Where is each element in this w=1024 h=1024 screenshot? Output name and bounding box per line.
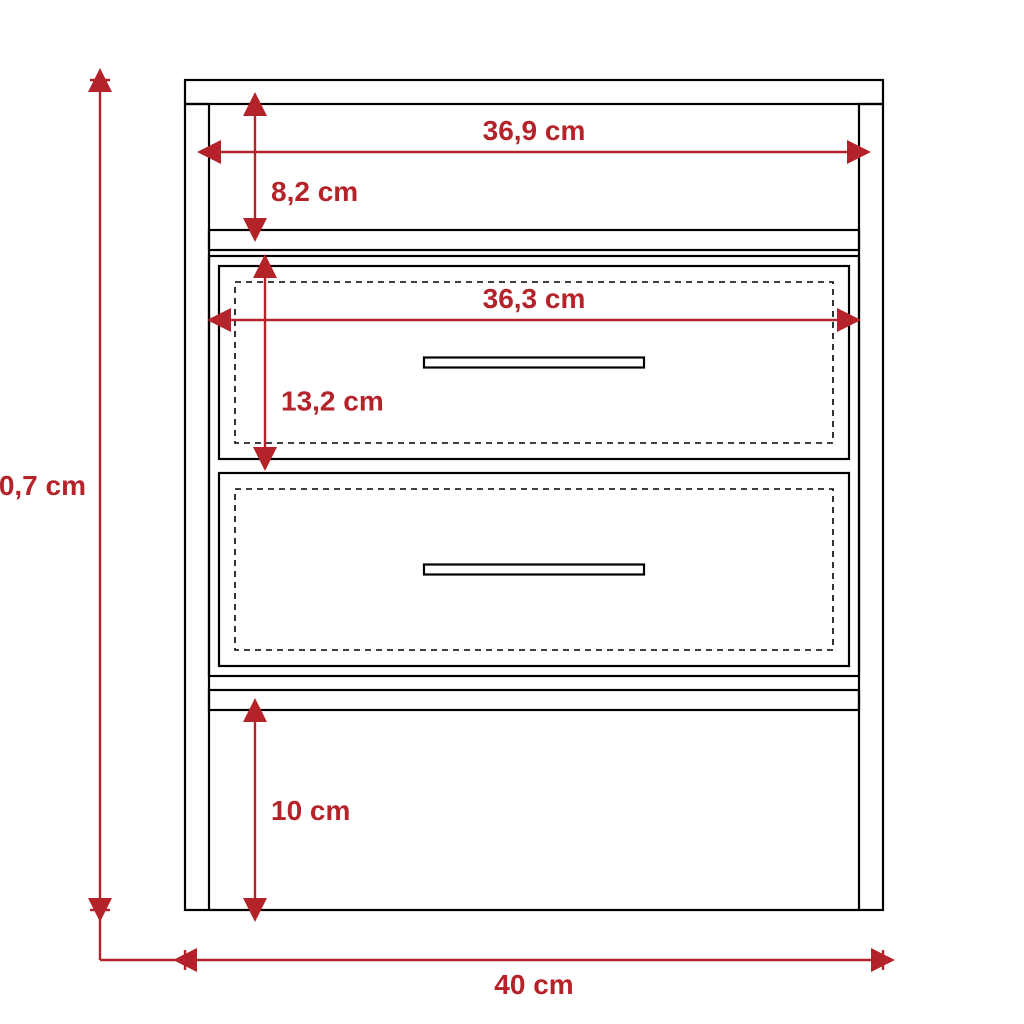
dim-total-width-label: 40 cm [494,969,573,1000]
dim-foot-height-label: 10 cm [271,795,350,826]
dim-drawer-width-label: 36,3 cm [483,283,586,314]
dim-total-height-label: 50,7 cm [0,470,86,501]
dim-top-opening-h-label: 8,2 cm [271,176,358,207]
dim-drawer-height-label: 13,2 cm [281,386,384,417]
dim-inner-width-top-label: 36,9 cm [483,115,586,146]
